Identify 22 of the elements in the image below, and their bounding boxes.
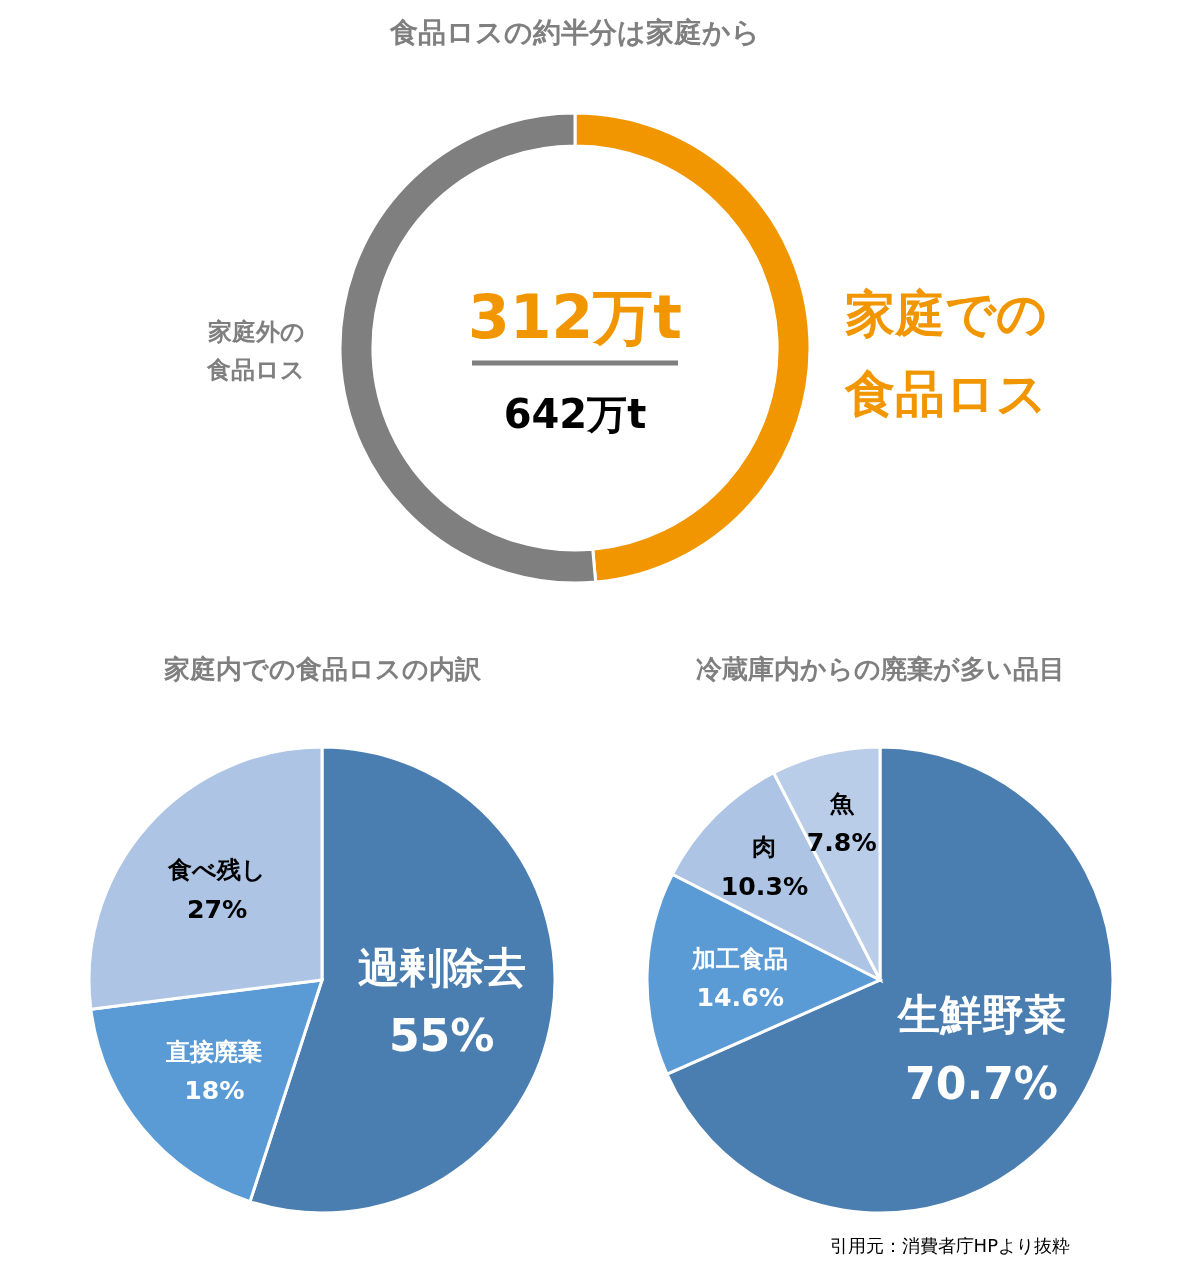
slice-label: 過剰除去 [357, 943, 526, 993]
text: 312万t [468, 282, 682, 352]
chart-title: 冷蔵庫内からの廃棄が多い品目 [695, 654, 1065, 684]
text: 642万t [503, 391, 647, 437]
data-label: 70.7% [905, 1057, 1059, 1109]
data-label: 55% [388, 1010, 495, 1062]
slice-label: 生鮮野菜 [895, 990, 1066, 1040]
chart-title: 家庭内での食品ロスの内訳 [162, 654, 482, 684]
text: 引用元：消費者庁HPより抜粋 [829, 1235, 1070, 1256]
slice-label: 直接廃棄 [165, 1037, 263, 1066]
slice-label: 加工食品 [691, 944, 789, 973]
data-label: 27% [186, 894, 248, 924]
chart-title: 食品ロスの約半分は家庭から [389, 16, 760, 49]
slice-label: 家庭外の食品ロス [206, 317, 305, 384]
slice-label: 肉 [752, 833, 777, 862]
data-label: 14.6% [696, 983, 784, 1013]
slice-label: 魚 [828, 789, 855, 818]
slice-label: 家庭での食品ロス [844, 284, 1047, 423]
data-label: 10.3% [720, 871, 809, 901]
data-label: 7.8% [806, 828, 877, 858]
data-label: 18% [184, 1076, 245, 1106]
slice-label: 食べ残し [167, 855, 267, 884]
